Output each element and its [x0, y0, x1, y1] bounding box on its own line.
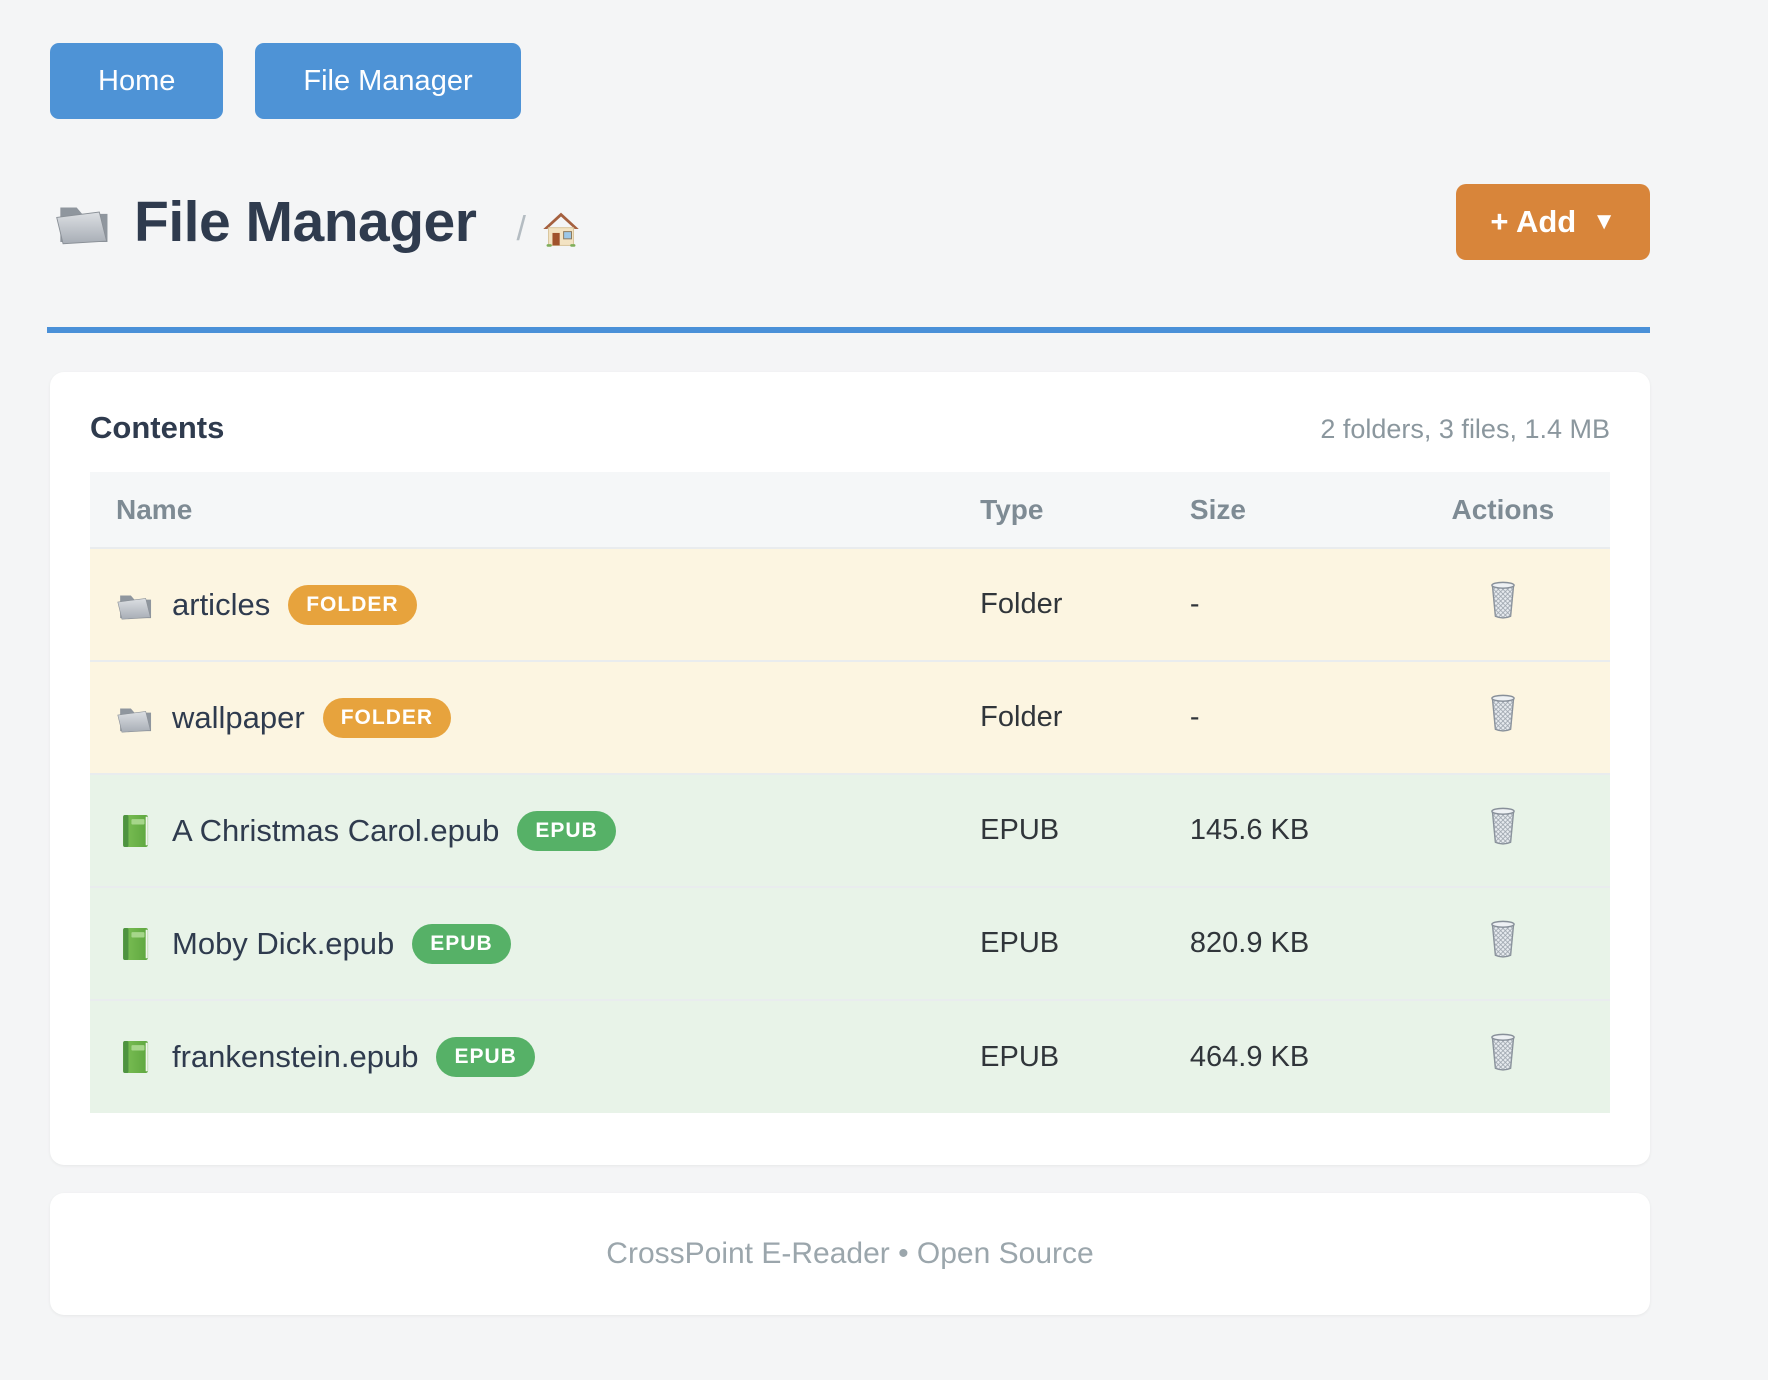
folder-icon: [116, 586, 154, 624]
file-type: Folder: [980, 701, 1063, 733]
file-type: Folder: [980, 588, 1063, 620]
contents-card-header: Contents 2 folders, 3 files, 1.4 MB: [90, 410, 1610, 446]
file-type: EPUB: [980, 927, 1060, 959]
breadcrumb: /: [516, 208, 581, 250]
table-row-articles[interactable]: articles FOLDER Folder -: [90, 548, 1610, 661]
table-header-row: Name Type Size Actions: [90, 472, 1610, 548]
file-type: EPUB: [980, 814, 1060, 846]
footer-card: CrossPoint E-Reader • Open Source: [50, 1193, 1650, 1315]
trash-icon: [1484, 806, 1522, 848]
file-name[interactable]: frankenstein.epub: [172, 1039, 419, 1074]
table-row-moby-dick[interactable]: Moby Dick.epub EPUB EPUB 820.9 KB: [90, 887, 1610, 1000]
folder-icon: [116, 699, 154, 737]
epub-badge: EPUB: [517, 810, 616, 851]
file-type: EPUB: [980, 1040, 1060, 1073]
page-title: File Manager: [134, 190, 477, 254]
column-header-type: Type: [976, 472, 1186, 548]
chevron-down-icon: ▼: [1592, 208, 1616, 235]
folder-badge: FOLDER: [288, 584, 417, 625]
add-button-label: + Add: [1490, 204, 1577, 239]
delete-button[interactable]: [1484, 1032, 1522, 1074]
file-manager-button[interactable]: File Manager: [255, 43, 521, 119]
book-icon: [116, 812, 154, 850]
file-size: -: [1189, 588, 1200, 620]
trash-icon: [1484, 580, 1522, 622]
top-nav: Home File Manager: [50, 43, 521, 119]
file-name[interactable]: wallpaper: [172, 699, 305, 735]
file-name[interactable]: articles: [172, 586, 271, 622]
file-size: 820.9 KB: [1189, 927, 1310, 959]
book-icon: [116, 1038, 154, 1076]
epub-badge: EPUB: [412, 923, 511, 964]
table-row-wallpaper[interactable]: wallpaper FOLDER Folder -: [90, 661, 1610, 774]
contents-summary: 2 folders, 3 files, 1.4 MB: [1320, 414, 1610, 444]
add-button[interactable]: + Add ▼: [1456, 184, 1650, 260]
breadcrumb-separator: /: [516, 209, 526, 248]
table-row-frankenstein[interactable]: frankenstein.epub EPUB EPUB 464.9 KB: [90, 1000, 1610, 1113]
contents-card: Contents 2 folders, 3 files, 1.4 MB Name…: [50, 372, 1650, 1165]
home-button[interactable]: Home: [50, 43, 224, 119]
book-icon: [116, 925, 154, 963]
file-size: 145.6 KB: [1189, 814, 1310, 846]
page-header: File Manager / + Add ▼: [50, 172, 1650, 272]
title-group: File Manager /: [50, 189, 582, 255]
delete-button[interactable]: [1484, 580, 1522, 622]
file-size: -: [1189, 701, 1200, 733]
file-name[interactable]: A Christmas Carol.epub: [172, 812, 500, 848]
folder-badge: FOLDER: [322, 697, 452, 738]
open-folder-icon: [50, 193, 116, 251]
header-divider: [47, 327, 1650, 333]
delete-button[interactable]: [1484, 806, 1522, 848]
column-header-name: Name: [90, 472, 977, 548]
trash-icon: [1484, 693, 1522, 735]
file-size: 464.9 KB: [1189, 1040, 1310, 1073]
delete-button[interactable]: [1484, 693, 1522, 735]
footer-text: CrossPoint E-Reader • Open Source: [606, 1237, 1094, 1270]
column-header-size: Size: [1185, 472, 1396, 548]
file-table: Name Type Size Actions articles FOLDER F…: [90, 472, 1610, 1113]
contents-heading: Contents: [90, 410, 225, 445]
column-header-actions: Actions: [1395, 472, 1610, 548]
table-row-christmas-carol[interactable]: A Christmas Carol.epub EPUB EPUB 145.6 K…: [90, 774, 1610, 887]
trash-icon: [1484, 919, 1522, 961]
epub-badge: EPUB: [436, 1037, 535, 1077]
home-icon[interactable]: [540, 208, 582, 250]
delete-button[interactable]: [1484, 919, 1522, 961]
trash-icon: [1484, 1032, 1522, 1074]
file-name[interactable]: Moby Dick.epub: [172, 925, 395, 961]
